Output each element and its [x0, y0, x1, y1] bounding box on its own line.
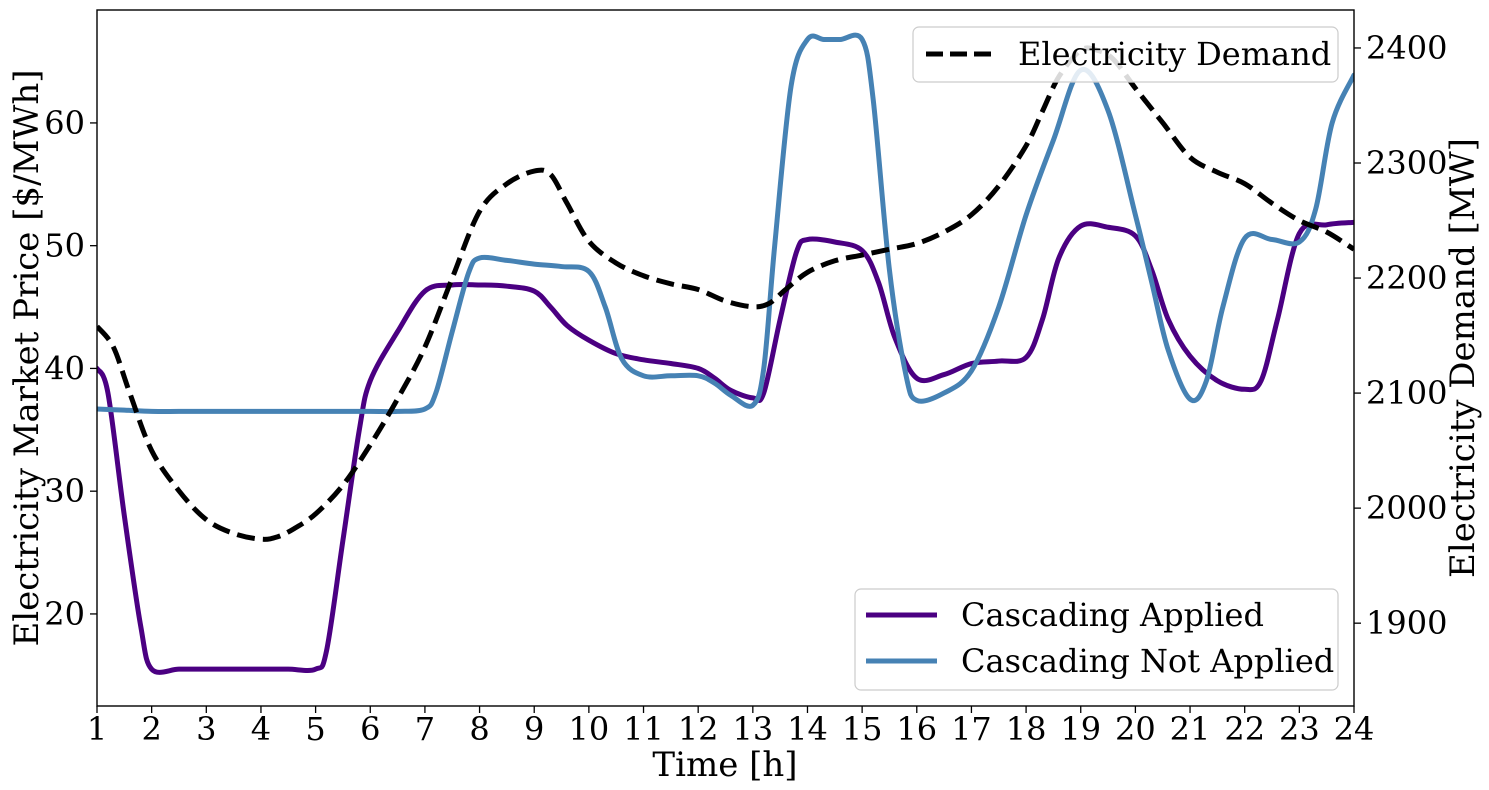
y-axis-left-title: Electricity Market Price [$/MWh] — [7, 69, 47, 646]
series-line-cascading-applied — [97, 219, 1354, 675]
x-tick-label: 24 — [1334, 710, 1375, 748]
legend-cascading-applied-label: Cascading Applied — [961, 596, 1264, 634]
x-tick-label: 13 — [732, 710, 773, 748]
y-left-tick-label: 20 — [44, 595, 85, 633]
x-tick-label: 19 — [1060, 710, 1101, 748]
series-layer — [97, 32, 1354, 675]
legend-demand-label: Electricity Demand — [1018, 35, 1331, 73]
y-right-tick-label: 2300 — [1366, 144, 1447, 182]
x-tick-label: 21 — [1170, 710, 1211, 748]
y-axis-right: 1900 2000 2100 2200 2300 2400 — [1354, 29, 1447, 642]
y-left-tick-label: 60 — [44, 104, 85, 142]
x-tick-label: 4 — [251, 710, 271, 748]
x-axis-title: Time [h] — [652, 745, 797, 785]
legend-demand-box — [912, 26, 1339, 83]
legend-cascading: Cascading Applied Cascading Not Applied — [854, 588, 1339, 691]
y-right-tick-label: 2400 — [1366, 29, 1447, 67]
x-tick-label: 10 — [569, 710, 610, 748]
legend-demand: Electricity Demand — [912, 26, 1339, 83]
x-tick-label: 14 — [787, 710, 828, 748]
y-right-tick-label: 1900 — [1366, 604, 1447, 642]
x-tick-label: 12 — [678, 710, 719, 748]
x-tick-label: 5 — [305, 710, 325, 748]
x-tick-label: 9 — [524, 710, 544, 748]
legend-cascading-not-applied-label: Cascading Not Applied — [961, 642, 1334, 680]
x-tick-label: 23 — [1279, 710, 1320, 748]
x-tick-label: 20 — [1115, 710, 1156, 748]
x-tick-label: 6 — [360, 710, 380, 748]
x-tick-label: 8 — [469, 710, 489, 748]
x-tick-label: 22 — [1224, 710, 1265, 748]
y-left-tick-label: 50 — [44, 227, 85, 265]
x-tick-label: 16 — [896, 710, 937, 748]
y-axis-right-title: Electricity Demand [MW] — [1443, 138, 1483, 578]
y-right-tick-label: 2000 — [1366, 489, 1447, 527]
y-left-tick-label: 40 — [44, 349, 85, 387]
plot-frame — [96, 9, 1355, 707]
x-tick-label: 11 — [623, 710, 664, 748]
x-tick-label: 15 — [842, 710, 883, 748]
legend-cascading-box — [854, 588, 1339, 691]
x-tick-label: 2 — [141, 710, 161, 748]
y-right-tick-label: 2100 — [1366, 374, 1447, 412]
x-tick-label: 18 — [1006, 710, 1047, 748]
x-tick-label: 3 — [196, 710, 216, 748]
series-line-electricity-demand — [97, 45, 1354, 542]
y-right-tick-label: 2200 — [1366, 259, 1447, 297]
x-axis: 1 2 3 4 5 6 7 8 9 10 11 12 13 14 15 16 17 18 19 20 21 22 23 24 — [87, 706, 1375, 748]
x-tick-label: 7 — [415, 710, 435, 748]
series-line-cascading-not-applied — [97, 32, 1354, 415]
y-axis-left: 20 30 40 50 60 — [44, 104, 97, 633]
y-left-tick-label: 30 — [44, 472, 85, 510]
x-tick-label: 1 — [87, 710, 107, 748]
x-tick-label: 17 — [951, 710, 992, 748]
